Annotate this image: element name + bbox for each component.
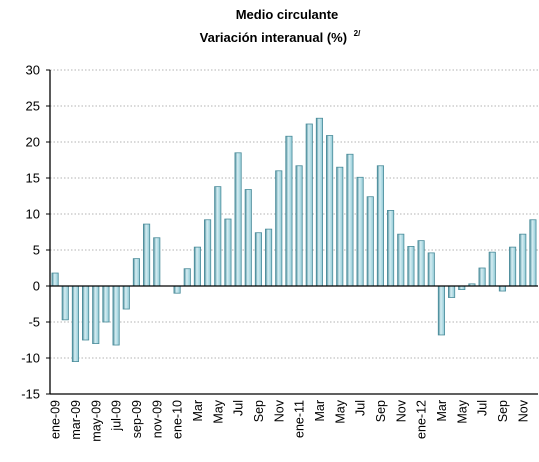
y-tick-label: 0: [33, 279, 40, 294]
x-tick-label: may-09: [89, 400, 103, 442]
bar: [417, 240, 425, 287]
x-tick-label: Nov: [394, 399, 408, 422]
y-tick-label: 20: [26, 135, 40, 150]
x-tick-label: jul-09: [110, 400, 124, 432]
x-tick-label: Jul: [354, 400, 368, 416]
bar: [448, 285, 456, 298]
y-tick-label: -5: [28, 315, 40, 330]
bar: [193, 246, 201, 287]
bar: [153, 237, 161, 287]
x-tick-label: Jul: [476, 400, 490, 416]
x-tick-label: ene-11: [293, 400, 307, 438]
bar: [407, 245, 415, 287]
bar: [132, 258, 140, 287]
y-tick-label: 5: [33, 243, 40, 258]
y-tick-label: -15: [21, 387, 40, 402]
y-tick-label: 30: [26, 63, 40, 78]
bar: [478, 267, 486, 287]
bar: [122, 285, 130, 310]
bar: [315, 117, 323, 287]
bar: [254, 232, 262, 287]
x-tick-label: Sep: [252, 400, 266, 422]
bar: [224, 218, 232, 287]
bar: [183, 268, 191, 287]
bar: [305, 123, 313, 287]
chart-title: Medio circulante: [236, 7, 339, 22]
x-tick-label: May: [333, 399, 347, 423]
bar: [265, 228, 273, 287]
bars: [51, 117, 537, 362]
x-tick-label: Nov: [272, 399, 286, 422]
chart-subtitle-text: Variación interanual (%): [200, 30, 347, 45]
x-tick-label: Nov: [516, 399, 530, 422]
bar: [519, 233, 527, 287]
bar: [61, 285, 69, 321]
bar: [397, 233, 405, 287]
bar: [529, 219, 537, 287]
bar: [285, 135, 293, 287]
bar: [366, 196, 374, 287]
bar: [275, 170, 283, 287]
bar: [498, 285, 506, 292]
bar: [82, 285, 90, 341]
x-tick-label: Mar: [191, 400, 205, 422]
bar: [71, 285, 79, 362]
bar: [509, 246, 517, 287]
bar: [387, 209, 395, 287]
x-tick-label: May: [455, 399, 469, 423]
y-tick-label: 10: [26, 207, 40, 222]
x-tick-label: ene-12: [415, 400, 429, 439]
x-tick-label: Mar: [435, 400, 449, 422]
bar: [437, 285, 445, 336]
bar: [143, 223, 151, 287]
y-tick-label: 25: [26, 99, 40, 114]
y-tick-label: 15: [26, 171, 40, 186]
x-tick-label: Mar: [313, 400, 327, 422]
bar: [214, 186, 222, 287]
bar: [204, 219, 212, 287]
x-tick-labels: ene-09 mar-09 may-09 jul-09 sep-09 nov-09 ene-…: [49, 399, 531, 441]
bar: [92, 285, 100, 344]
x-tick-label: ene-10: [171, 400, 185, 439]
bar: [112, 285, 120, 346]
y-tick-labels: 30 25 20 15 10 5 0 -5 -10 -15: [21, 63, 40, 402]
x-tick-label: nov-09: [150, 400, 164, 438]
chart-subtitle: Variación interanual (%) 2/: [200, 29, 361, 45]
bar: [427, 252, 435, 287]
x-tick-label: ene-09: [49, 400, 63, 439]
bar: [326, 135, 334, 287]
x-tick-label: mar-09: [69, 400, 83, 440]
axes: [46, 69, 538, 395]
gridlines: [50, 69, 538, 395]
bar: [51, 272, 59, 287]
x-tick-label: Sep: [374, 400, 388, 422]
bar: [346, 153, 354, 287]
x-tick-label: Sep: [496, 400, 510, 422]
bar: [356, 176, 364, 287]
bar: [244, 189, 252, 287]
chart-subtitle-superscript: 2/: [354, 29, 361, 38]
x-tick-label: sep-09: [130, 400, 144, 438]
y-tick-label: -10: [21, 351, 40, 366]
bar: [295, 165, 303, 287]
bar: [173, 285, 181, 294]
x-tick-label: May: [211, 399, 225, 423]
x-tick-label: Jul: [232, 400, 246, 416]
bar: [102, 285, 110, 323]
bar: [376, 165, 384, 287]
bar: [234, 152, 242, 287]
bar: [336, 166, 344, 287]
bar: [488, 251, 496, 287]
